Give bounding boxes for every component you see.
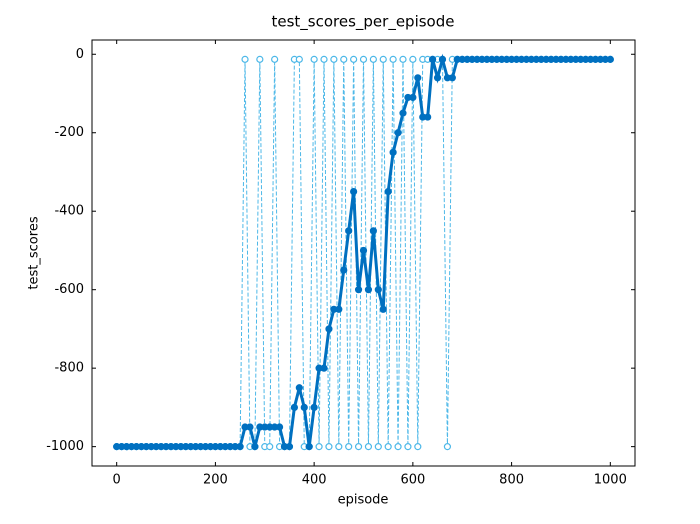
x-tick-label: 200: [203, 473, 228, 488]
data-point: [364, 286, 373, 294]
data-point: [350, 55, 358, 63]
x-tick-label: 800: [499, 473, 524, 488]
data-point: [295, 55, 303, 63]
data-point: [340, 266, 348, 274]
y-tick-label: -800: [54, 361, 84, 376]
y-tick-label: 0: [76, 47, 84, 62]
y-tick-label: -400: [54, 204, 84, 219]
data-point: [399, 55, 407, 63]
x-tick-label: 400: [302, 473, 327, 488]
data-point: [354, 443, 363, 451]
data-point: [394, 443, 402, 451]
data-point: [325, 325, 333, 333]
x-tick-label: 0: [113, 473, 121, 488]
data-point: [389, 55, 397, 63]
y-tick-label: -1000: [46, 439, 84, 454]
x-tick-label: 1000: [594, 473, 627, 488]
data-point: [374, 286, 382, 294]
data-point: [433, 74, 442, 82]
data-point: [320, 55, 328, 63]
data-point: [438, 55, 447, 63]
data-point: [295, 384, 303, 392]
data-point: [325, 443, 333, 451]
data-point: [389, 148, 397, 156]
data-point: [414, 443, 422, 451]
data-point: [275, 423, 284, 431]
data-point: [345, 227, 353, 235]
data-point: [424, 113, 432, 121]
data-point: [379, 55, 387, 63]
x-axis-label: episode: [338, 493, 389, 508]
data-point: [379, 305, 387, 313]
data-point: [290, 403, 298, 411]
data-point: [374, 443, 382, 451]
data-point: [310, 55, 318, 63]
data-point: [256, 55, 264, 63]
data-point: [305, 443, 313, 451]
data-point: [315, 443, 323, 451]
y-tick-label: -200: [54, 125, 84, 140]
data-point: [335, 305, 343, 313]
data-point: [606, 55, 614, 63]
data-point: [448, 74, 456, 82]
data-point: [285, 443, 294, 451]
data-point: [241, 55, 249, 63]
data-point: [399, 109, 407, 117]
data-point: [271, 55, 279, 63]
data-point: [409, 55, 417, 63]
data-point: [340, 55, 348, 63]
data-point: [310, 403, 318, 411]
data-point: [354, 286, 363, 294]
data-point: [251, 443, 259, 451]
data-point: [350, 187, 358, 196]
data-point: [335, 443, 343, 451]
y-tick-label: -600: [54, 282, 84, 297]
data-point: [384, 443, 392, 451]
data-point: [320, 364, 328, 372]
data-point: [345, 443, 353, 451]
data-point: [266, 443, 274, 451]
data-point: [369, 55, 377, 63]
plot-frame: [91, 39, 636, 467]
data-point: [404, 443, 412, 451]
data-point: [330, 55, 338, 63]
data-point: [369, 227, 377, 235]
data-point: [409, 93, 417, 102]
data-point: [429, 55, 437, 63]
data-point: [394, 129, 402, 137]
data-point: [364, 443, 373, 451]
data-point: [359, 246, 368, 255]
data-point: [300, 403, 308, 411]
y-axis-label: test_scores: [27, 216, 42, 289]
data-point: [384, 187, 392, 196]
data-point: [443, 443, 452, 451]
x-tick-label: 600: [400, 473, 425, 488]
chart-title: test_scores_per_episode: [271, 13, 454, 32]
data-point: [236, 443, 244, 451]
data-point: [359, 55, 368, 63]
data-point: [246, 423, 254, 431]
data-point: [414, 74, 422, 82]
